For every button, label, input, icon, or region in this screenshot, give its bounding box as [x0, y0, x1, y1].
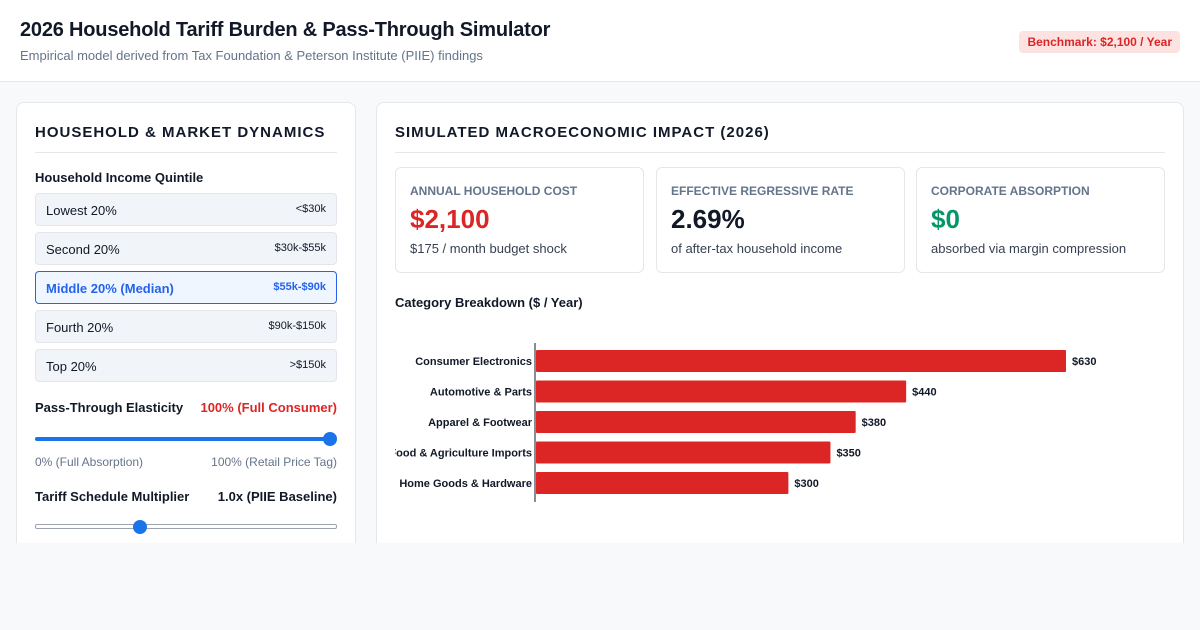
slider-thumb[interactable]	[323, 432, 337, 446]
quintile-label: Household Income Quintile	[35, 170, 204, 185]
kpi-title: CORPORATE ABSORPTION	[931, 184, 1090, 198]
quintile-option-fourth[interactable]: Fourth 20% $90k-$150k	[35, 310, 337, 343]
kpi-value: 2.69%	[671, 204, 745, 234]
kpi-note: of after-tax household income	[671, 241, 843, 256]
elasticity-label: Pass-Through Elasticity	[35, 400, 184, 415]
quintile-option-label: Lowest 20%	[46, 203, 117, 218]
chart-bar	[536, 472, 789, 494]
kpi-card-regressive-rate: EFFECTIVE REGRESSIVE RATE 2.69% of after…	[656, 167, 905, 273]
chart-bar	[536, 441, 831, 464]
chart-category-label: Home Goods & Hardware	[399, 478, 532, 490]
page-subtitle: Empirical model derived from Tax Foundat…	[20, 48, 483, 63]
kpi-note: $175 / month budget shock	[410, 241, 567, 256]
chart-category-label: Apparel & Footwear	[428, 417, 533, 429]
quintile-option-range: >$150k	[289, 359, 326, 371]
app-header: 2026 Household Tariff Burden & Pass-Thro…	[0, 0, 1200, 82]
chart-data-label: $380	[862, 417, 886, 429]
quintile-option-second[interactable]: Second 20% $30k-$55k	[35, 232, 337, 265]
benchmark-badge: Benchmark: $2,100 / Year	[1019, 31, 1180, 53]
elasticity-value: 100% (Full Consumer)	[200, 400, 337, 415]
quintile-option-top[interactable]: Top 20% >$150k	[35, 349, 337, 382]
multiplier-row: Tariff Schedule Multiplier 1.0x (PIIE Ba…	[35, 489, 337, 507]
panel-title: HOUSEHOLD & MARKET DYNAMICS	[35, 124, 326, 141]
elasticity-slider[interactable]	[35, 431, 337, 447]
kpi-title: EFFECTIVE REGRESSIVE RATE	[671, 184, 854, 198]
panel-title: SIMULATED MACROECONOMIC IMPACT (2026)	[395, 124, 770, 141]
multiplier-slider[interactable]	[35, 519, 337, 535]
kpi-card-annual-cost: ANNUAL HOUSEHOLD COST $2,100 $175 / mont…	[395, 167, 644, 273]
kpi-title: ANNUAL HOUSEHOLD COST	[410, 184, 578, 198]
chart-bar	[536, 380, 907, 403]
kpi-value: $0	[931, 204, 960, 234]
chart-category-label: Automotive & Parts	[430, 387, 532, 399]
slider-track	[35, 524, 337, 529]
chart-title: Category Breakdown ($ / Year)	[395, 295, 583, 310]
quintile-option-range: $55k-$90k	[273, 281, 326, 293]
elasticity-row: Pass-Through Elasticity 100% (Full Consu…	[35, 400, 337, 418]
macro-impact-panel: SIMULATED MACROECONOMIC IMPACT (2026) AN…	[376, 102, 1184, 543]
quintile-option-label: Second 20%	[46, 242, 120, 257]
chart-data-label: $300	[794, 478, 818, 490]
quintile-option-lowest[interactable]: Lowest 20% <$30k	[35, 193, 337, 226]
kpi-value: $2,100	[410, 204, 490, 234]
quintile-option-range: $30k-$55k	[274, 242, 326, 254]
multiplier-label: Tariff Schedule Multiplier	[35, 489, 190, 504]
chart-bar	[536, 350, 1066, 372]
chart-category-label: Consumer Electronics	[415, 356, 532, 368]
kpi-card-corporate-absorption: CORPORATE ABSORPTION $0 absorbed via mar…	[916, 167, 1165, 273]
quintile-option-middle[interactable]: Middle 20% (Median) $55k-$90k	[35, 271, 337, 304]
quintile-option-range: <$30k	[295, 203, 326, 215]
elasticity-max-caption: 100% (Retail Price Tag)	[211, 455, 337, 469]
quintile-option-label: Fourth 20%	[46, 320, 114, 335]
chart-data-label: $630	[1072, 356, 1096, 368]
quintile-option-label: Top 20%	[46, 359, 97, 374]
quintile-option-label: Middle 20% (Median)	[46, 281, 174, 296]
kpi-note: absorbed via margin compression	[931, 241, 1127, 256]
divider	[35, 152, 337, 153]
slider-thumb[interactable]	[133, 520, 147, 534]
slider-fill	[35, 437, 330, 441]
category-breakdown-chart: Consumer Electronics $630 Automotive & Par…	[395, 343, 1096, 502]
kpi-cards: ANNUAL HOUSEHOLD COST $2,100 $175 / mont…	[395, 167, 1165, 273]
chart-category-label: Food & Agriculture Imports	[395, 448, 532, 460]
chart-data-label: $350	[836, 448, 860, 460]
elasticity-min-caption: 0% (Full Absorption)	[35, 455, 144, 469]
multiplier-value: 1.0x (PIIE Baseline)	[217, 489, 337, 504]
quintile-option-range: $90k-$150k	[268, 320, 327, 332]
divider	[395, 152, 1165, 153]
household-market-panel: HOUSEHOLD & MARKET DYNAMICS Household In…	[16, 102, 356, 543]
page-title: 2026 Household Tariff Burden & Pass-Thro…	[20, 19, 551, 41]
chart-bar	[536, 411, 856, 433]
chart-data-label: $440	[912, 387, 936, 399]
